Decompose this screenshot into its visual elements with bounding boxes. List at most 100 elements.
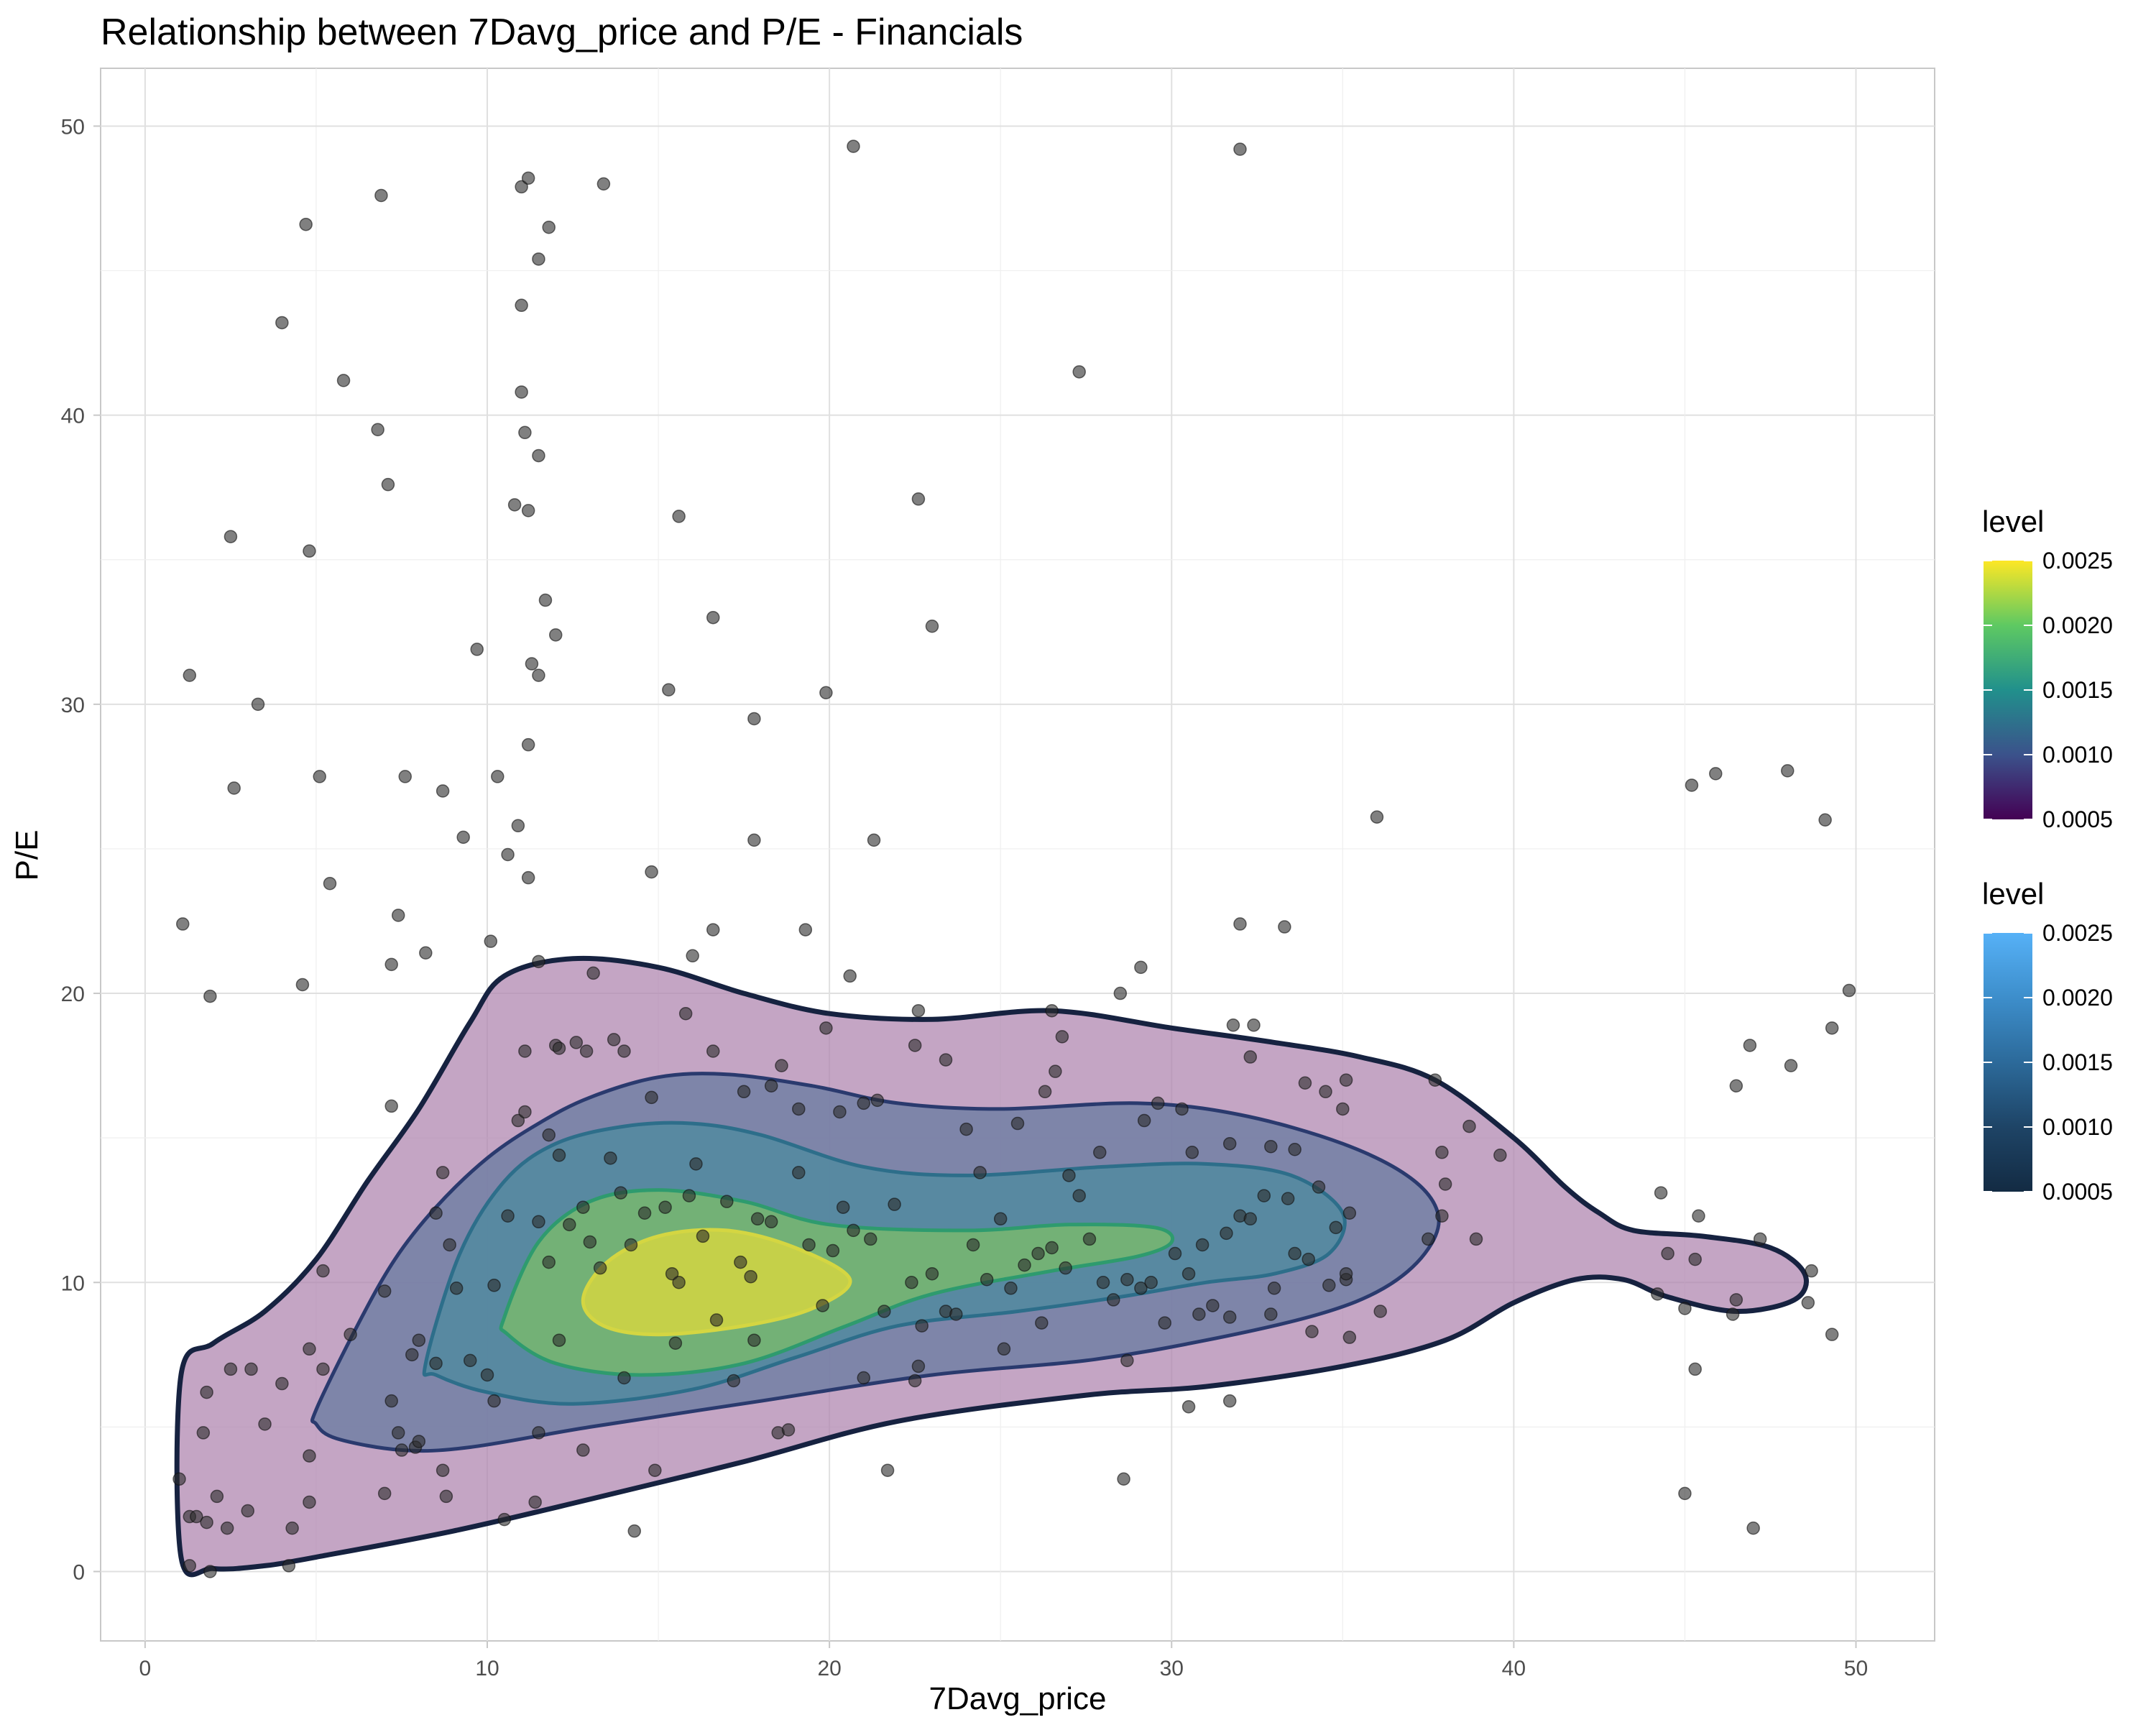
legend-label: 0.0025 [2042,920,2113,946]
data-point [316,1362,330,1376]
data-point [792,1102,806,1116]
y-tick-label: 10 [61,1271,85,1295]
data-point [775,1059,788,1072]
data-point [973,1166,987,1179]
data-point [542,220,556,234]
data-point [1305,1325,1319,1338]
data-point [709,1313,724,1327]
data-point [911,1359,926,1374]
data-point [1661,1246,1674,1261]
data-point [678,1006,693,1021]
data-point [381,477,395,492]
legend-title: level [1982,505,2044,538]
data-point [870,1093,885,1108]
data-point [412,1435,426,1448]
data-point [1233,917,1247,931]
data-point [604,1151,617,1165]
data-point [552,1333,566,1347]
data-point [617,1044,631,1058]
data-point [1220,1226,1233,1241]
data-point [1726,1307,1740,1321]
legend-label: 0.0015 [2042,1049,2113,1075]
data-point [1267,1282,1281,1295]
data-point [1117,1472,1130,1486]
data-point [1288,1143,1302,1156]
data-point [833,1105,847,1119]
data-point [1045,1241,1059,1255]
data-point [949,1307,963,1321]
data-point [538,593,553,607]
data-point [1185,1146,1199,1159]
data-point [190,1509,203,1524]
data-point [1107,1293,1120,1307]
data-point [1144,1276,1158,1289]
data-point [1222,1310,1237,1324]
data-point [456,830,470,845]
data-point [908,1039,922,1052]
data-point [224,530,238,543]
data-point [532,252,545,266]
data-point [1120,1353,1134,1368]
data-point [908,1374,922,1388]
data-point [744,1269,757,1284]
data-point [285,1521,299,1535]
data-point [436,1166,450,1179]
legend-label: 0.0005 [2042,806,2113,832]
data-point [1784,1059,1798,1072]
y-axis-title: P/E [9,830,45,881]
data-point [200,1385,213,1399]
data-point [200,1515,213,1530]
data-point [377,1486,392,1501]
data-point [395,1443,409,1457]
data-point [1493,1149,1507,1162]
data-point [532,1426,545,1440]
data-point [911,1003,926,1018]
data-point [966,1238,980,1252]
data-point [727,1374,741,1388]
data-point [1243,1212,1258,1226]
data-point [686,949,699,963]
data-point [1709,767,1723,781]
data-point [857,1371,870,1385]
data-point [1222,1394,1237,1408]
data-point [1339,1266,1353,1281]
data-point [1462,1119,1476,1133]
data-point [1688,1252,1702,1266]
data-point [1288,1246,1302,1261]
data-point [384,1099,398,1113]
data-point [1435,1209,1449,1223]
y-tick-label: 0 [73,1560,85,1584]
data-point [183,668,197,682]
data-point [251,697,265,712]
x-axis: 0 10 20 30 40 50 [139,1641,1868,1680]
legends: level 0.0025 0.0020 0.0015 0.0010 0.0005 level… [1982,505,2113,1205]
data-point [781,1423,796,1437]
data-point [579,1044,594,1058]
data-point [1072,1189,1086,1202]
data-point [980,1272,994,1287]
data-point [576,1443,590,1457]
data-point [593,1261,607,1275]
data-point [802,1238,816,1252]
data-point [1654,1186,1668,1200]
data-point [429,1206,443,1220]
data-point [607,1033,621,1046]
data-point [1243,1050,1258,1064]
data-point [1281,1192,1295,1205]
data-point [463,1353,477,1368]
data-point [706,1044,720,1058]
data-point [224,1362,238,1376]
data-point [1134,960,1148,975]
data-point [443,1238,456,1252]
data-point [518,426,532,440]
data-point [1339,1073,1353,1087]
data-point [1226,1018,1240,1032]
data-point [176,917,190,931]
data-point [1370,810,1384,824]
data-point [303,544,316,558]
data-point [1329,1220,1343,1235]
data-point [1342,1330,1357,1344]
y-tick-label: 40 [61,405,85,428]
data-point [210,1489,224,1504]
data-point [1055,1030,1069,1044]
